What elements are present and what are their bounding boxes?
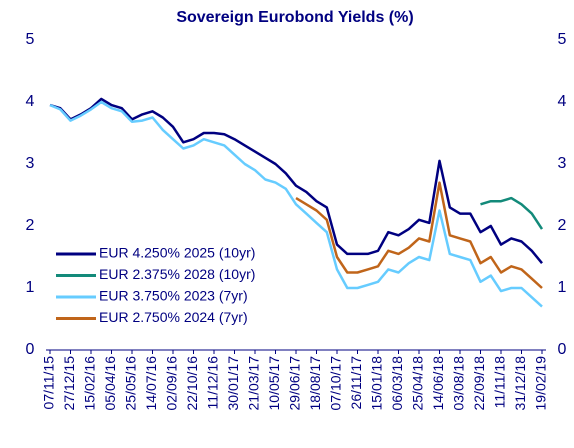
x-tick-label: 07/10/17 xyxy=(328,356,344,411)
series-line xyxy=(295,181,543,289)
x-tick-label: 26/11/17 xyxy=(348,356,364,410)
x-tick-label: 22/09/18 xyxy=(471,356,487,411)
legend-label: EUR 3.750% 2023 (7yr) xyxy=(99,288,248,304)
series-line xyxy=(480,196,544,230)
series-line xyxy=(49,100,543,308)
y2-tick-label: 4 xyxy=(558,93,567,110)
series-line xyxy=(49,97,543,264)
y-tick-label: 0 xyxy=(26,341,35,358)
x-tick-label: 11/12/16 xyxy=(205,356,221,410)
x-tick-label: 10/05/17 xyxy=(266,356,282,411)
x-tick-label: 11/11/18 xyxy=(492,356,508,409)
legend-label: EUR 4.250% 2025 (10yr) xyxy=(99,245,255,261)
x-tick-label: 06/03/18 xyxy=(389,356,405,411)
x-tick-label: 15/01/18 xyxy=(369,356,385,411)
x-tick-label: 25/05/16 xyxy=(123,356,139,411)
x-tick-label: 15/02/16 xyxy=(82,356,98,411)
x-tick-label: 03/08/18 xyxy=(451,356,467,411)
x-tick-label: 05/04/16 xyxy=(102,356,118,411)
y-tick-label: 5 xyxy=(26,31,35,48)
y-tick-label: 2 xyxy=(26,217,35,234)
x-tick-label: 07/11/15 xyxy=(41,356,57,410)
y2-tick-label: 1 xyxy=(558,279,567,296)
x-tick-label: 22/10/16 xyxy=(184,356,200,411)
x-tick-label: 30/01/17 xyxy=(225,356,241,411)
y2-tick-label: 3 xyxy=(558,155,567,172)
y2-tick-label: 0 xyxy=(558,341,567,358)
legend-label: EUR 2.375% 2028 (10yr) xyxy=(99,266,255,282)
x-tick-label: 14/06/18 xyxy=(430,356,446,411)
x-tick-label: 27/12/15 xyxy=(61,356,77,411)
x-tick-label: 31/12/18 xyxy=(512,356,528,411)
legend-label: EUR 2.750% 2024 (7yr) xyxy=(99,309,248,325)
y-tick-label: 3 xyxy=(26,155,35,172)
y-tick-label: 4 xyxy=(26,93,35,110)
x-tick-label: 21/03/17 xyxy=(246,356,262,411)
x-tick-label: 25/04/18 xyxy=(410,356,426,411)
x-tick-label: 29/06/17 xyxy=(287,356,303,411)
y2-tick-label: 2 xyxy=(558,217,567,234)
chart-title: Sovereign Eurobond Yields (%) xyxy=(176,9,413,26)
x-tick-label: 18/08/17 xyxy=(307,356,323,411)
x-tick-label: 02/09/16 xyxy=(164,356,180,411)
x-tick-label: 14/07/16 xyxy=(143,356,159,411)
y2-tick-label: 5 xyxy=(558,31,567,48)
x-tick-label: 19/02/19 xyxy=(533,356,549,411)
y-tick-label: 1 xyxy=(26,279,35,296)
